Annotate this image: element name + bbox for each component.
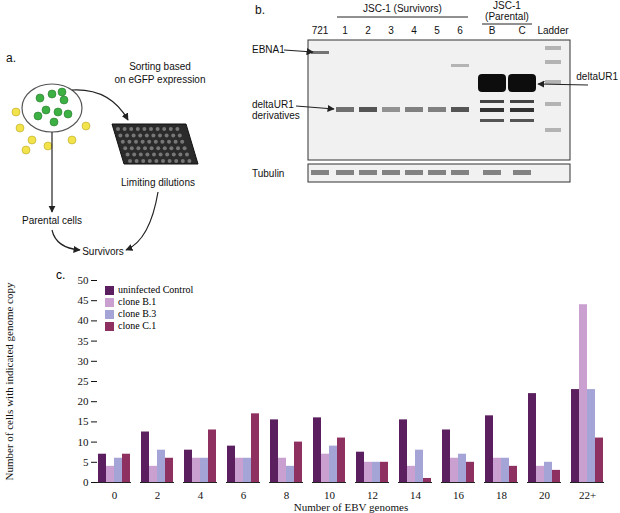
svg-text:Number of cells with indicated: Number of cells with indicated genome co…	[3, 282, 15, 480]
svg-text:20: 20	[539, 489, 551, 501]
svg-text:6: 6	[457, 25, 463, 36]
svg-text:1: 1	[342, 25, 348, 36]
svg-text:Limiting dilutions: Limiting dilutions	[121, 177, 195, 188]
svg-text:0: 0	[83, 476, 89, 488]
svg-text:45: 45	[78, 294, 90, 306]
html-text:clone B.1: clone B.1	[118, 296, 157, 307]
svg-text:0: 0	[112, 489, 118, 501]
html-text:clone B.3: clone B.3	[118, 308, 157, 319]
svg-text:Sorting based: Sorting based	[129, 61, 191, 72]
svg-text:8: 8	[284, 489, 290, 501]
svg-text:deltaUR1: deltaUR1	[252, 99, 294, 110]
svg-text:721: 721	[312, 25, 329, 36]
svg-text:C: C	[518, 25, 525, 36]
svg-text:b.: b.	[255, 3, 265, 17]
svg-text:15: 15	[78, 415, 90, 427]
svg-text:35: 35	[78, 335, 90, 347]
svg-text:4: 4	[198, 489, 204, 501]
svg-text:5: 5	[434, 25, 440, 36]
svg-text:Parental cells: Parental cells	[22, 215, 82, 226]
svg-text:on eGFP expression: on eGFP expression	[115, 74, 206, 85]
svg-text:a.: a.	[6, 51, 16, 65]
svg-text:40: 40	[78, 314, 90, 326]
svg-text:Tubulin: Tubulin	[252, 168, 284, 179]
svg-text:derivatives: derivatives	[252, 110, 300, 121]
svg-text:JSC-1: JSC-1	[493, 0, 521, 11]
svg-text:10: 10	[324, 489, 336, 501]
svg-text:14: 14	[410, 489, 422, 501]
svg-text:18: 18	[496, 489, 508, 501]
svg-text:50: 50	[78, 274, 90, 286]
svg-text:EBNA1: EBNA1	[252, 44, 285, 55]
svg-text:5: 5	[83, 456, 89, 468]
svg-text:6: 6	[241, 489, 247, 501]
svg-text:Survivors: Survivors	[82, 246, 124, 257]
svg-text:3: 3	[388, 25, 394, 36]
svg-text:22+: 22+	[579, 489, 596, 501]
svg-text:(Parental): (Parental)	[485, 11, 529, 22]
svg-text:Ladder: Ladder	[537, 25, 569, 36]
svg-text:B: B	[489, 25, 496, 36]
svg-text:JSC-1 (Survivors): JSC-1 (Survivors)	[363, 3, 442, 14]
svg-text:deltaUR1: deltaUR1	[576, 71, 618, 82]
svg-text:Number of EBV genomes: Number of EBV genomes	[294, 501, 408, 513]
svg-text:4: 4	[411, 25, 417, 36]
svg-text:2: 2	[155, 489, 161, 501]
svg-text:25: 25	[78, 375, 90, 387]
svg-text:20: 20	[78, 395, 90, 407]
html-text:uninfected Control: uninfected Control	[118, 284, 194, 295]
svg-text:10: 10	[78, 436, 90, 448]
svg-text:2: 2	[365, 25, 371, 36]
svg-text:30: 30	[78, 355, 90, 367]
html-text:clone C.1: clone C.1	[118, 320, 157, 331]
html-text:c.: c.	[56, 268, 66, 282]
svg-text:16: 16	[453, 489, 465, 501]
svg-text:12: 12	[367, 489, 378, 501]
